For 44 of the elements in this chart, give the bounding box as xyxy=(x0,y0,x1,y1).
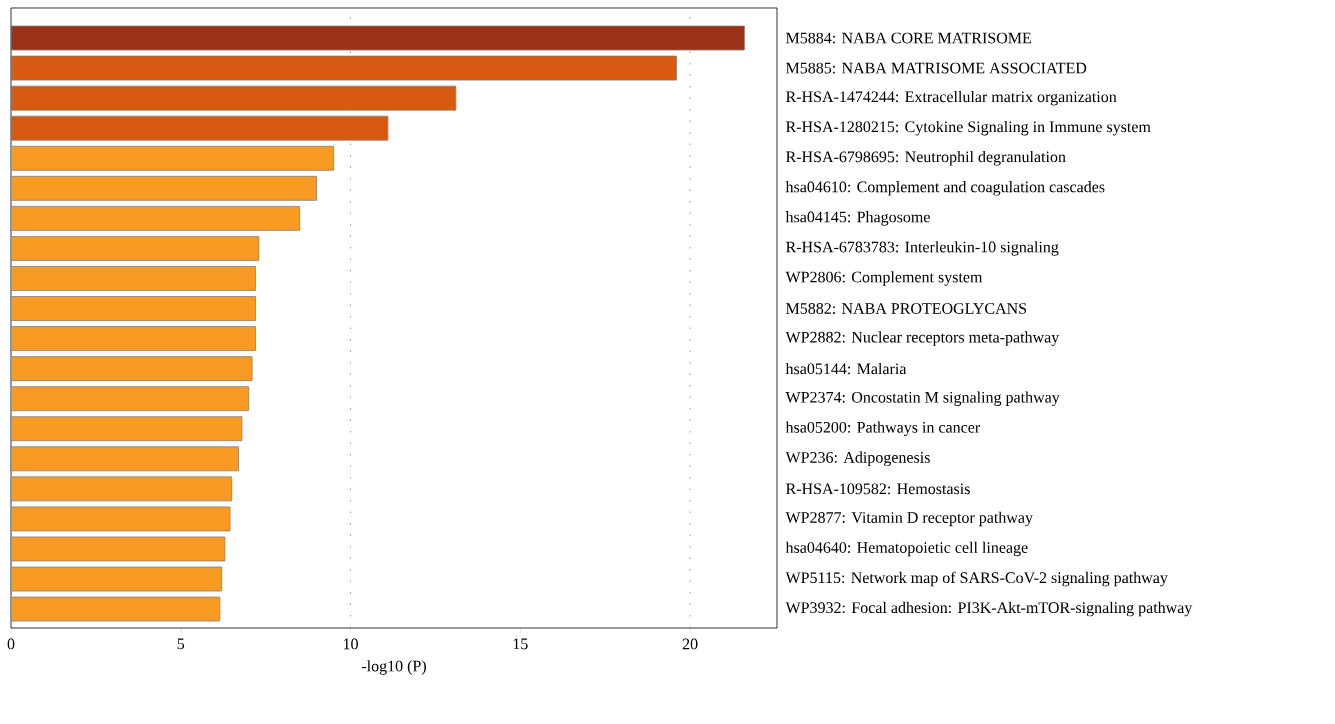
bar xyxy=(10,416,243,442)
y-tick-label: WP2877: Vitamin D receptor pathway xyxy=(785,511,1033,527)
y-tick-label: hsa04145: Phagosome xyxy=(785,211,930,226)
y-tick-label: WP2882: Nuclear receptors meta-pathway xyxy=(785,331,1060,346)
bar xyxy=(10,115,389,141)
x-tick-label: 20 xyxy=(682,638,698,650)
y-tick-label: WP5115: Network map of SARS-CoV-2 signaling pathway xyxy=(785,571,1168,587)
bar xyxy=(10,596,221,622)
y-tick-label: hsa05200: Pathways in cancer xyxy=(785,421,981,437)
y-tick-label: R-HSA-1474244: Extracellular matrix organization xyxy=(786,90,1117,106)
bar xyxy=(10,25,745,51)
y-tick-label: WP2806: Complement system xyxy=(785,271,983,286)
bar xyxy=(10,536,226,562)
y-tick-label: WP2374: Oncostatin M signaling pathway xyxy=(785,391,1060,406)
bar xyxy=(10,296,256,321)
x-tick-label: 15 xyxy=(513,638,528,650)
x-axis-title: -log10 (P) xyxy=(361,660,426,675)
x-tick-label: 5 xyxy=(177,638,185,650)
y-tick-label: WP3932: Focal adhesion: PI3K-Akt-mTOR-signaling pathway xyxy=(785,601,1193,617)
y-tick-label: hsa04610: Complement and coagulation cascades xyxy=(785,181,1105,196)
bar xyxy=(10,236,260,261)
y-tick-label: R-HSA-1280215: Cytokine Signaling in Immune system xyxy=(786,120,1151,136)
x-tick-label: 0 xyxy=(7,638,15,650)
y-tick-label: M5882: NABA PROTEOGLYCANS xyxy=(786,303,1027,314)
bar xyxy=(10,506,231,532)
y-tick-label: R-HSA-6798695: Neutrophil degranulation xyxy=(786,150,1066,166)
y-tick-label: R-HSA-109582: Hemostasis xyxy=(786,483,970,495)
bar xyxy=(10,145,334,171)
x-tick-label: 10 xyxy=(343,638,358,650)
bar xyxy=(10,356,253,382)
bar xyxy=(10,266,256,291)
bar xyxy=(10,566,222,592)
bar xyxy=(10,446,239,472)
y-tick-label: R-HSA-6783783: Interleukin-10 signaling xyxy=(786,241,1059,256)
y-tick-label: M5884: NABA CORE MATRISOME xyxy=(786,32,1031,44)
bar xyxy=(10,175,317,201)
y-tick-label: hsa04640: Hematopoietic cell lineage xyxy=(785,541,1028,557)
bar xyxy=(10,476,233,502)
y-tick-label: M5885: NABA MATRISOME ASSOCIATED xyxy=(786,62,1087,74)
y-tick-label: WP236: Adipogenesis xyxy=(785,451,930,467)
bar xyxy=(10,386,250,412)
bar xyxy=(10,205,301,231)
y-tick-label: hsa05144: Malaria xyxy=(785,362,907,375)
bar xyxy=(10,326,256,351)
